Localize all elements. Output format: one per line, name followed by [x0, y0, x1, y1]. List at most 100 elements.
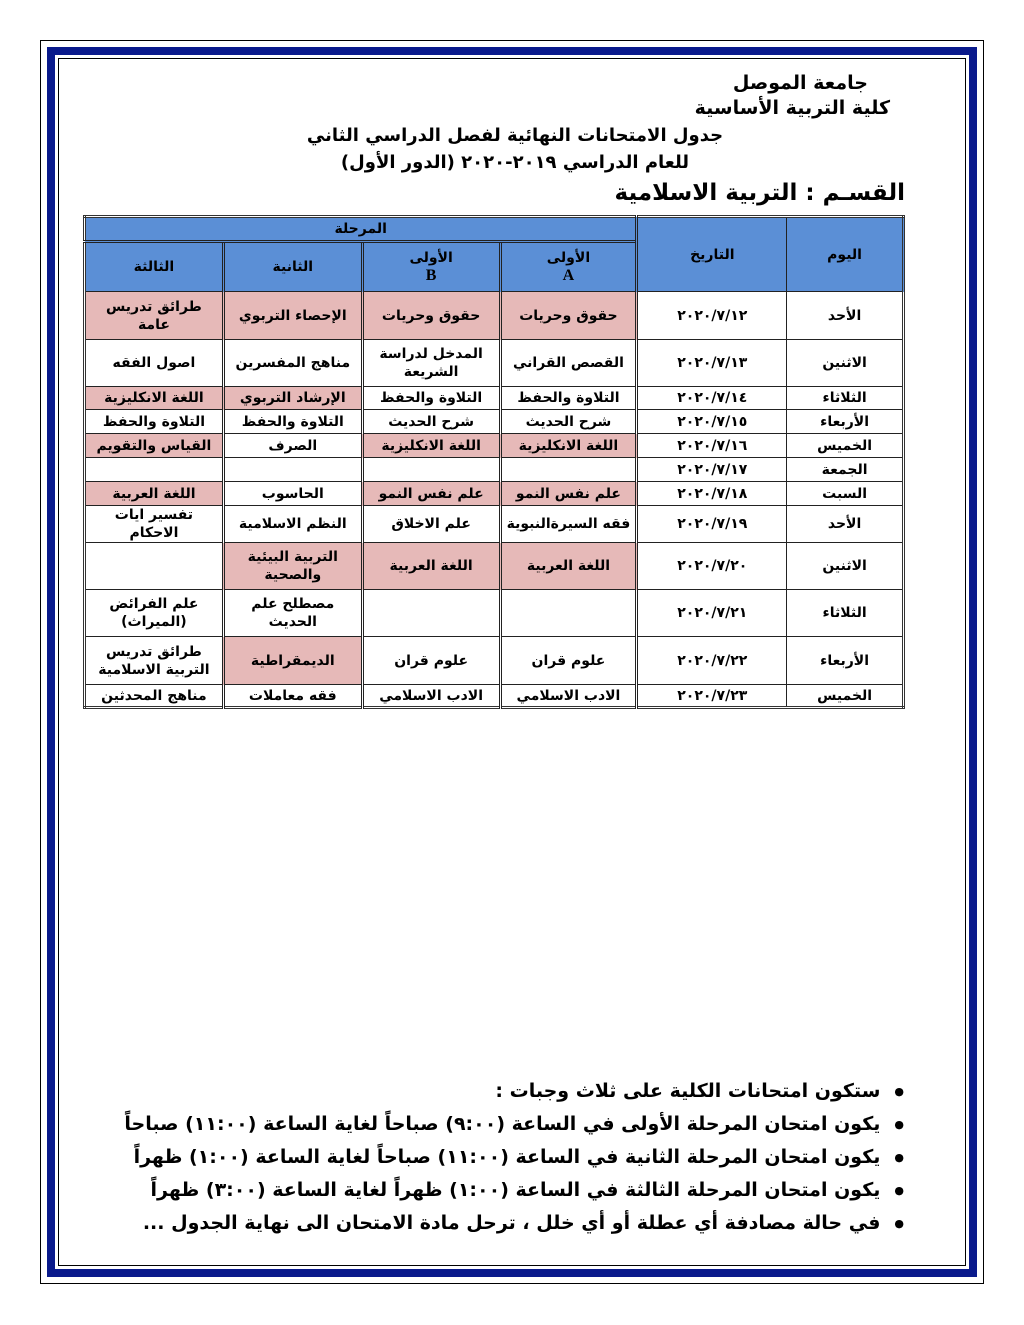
cell-subject: المدخل لدراسة الشريعة — [360, 339, 501, 387]
cell-day: الأحد — [786, 291, 904, 340]
stage-group: B — [425, 267, 437, 284]
table-row: الاثنين ٢٠٢٠/٧/٢٠ اللغة العربية اللغة العرب… — [84, 542, 904, 590]
cell-subject — [360, 589, 501, 637]
cell-date: ٢٠٢٠/٧/١٣ — [635, 339, 788, 387]
cell-subject: تفسير ايات الاحكام — [84, 505, 224, 543]
cell-date: ٢٠٢٠/٧/١٩ — [635, 505, 788, 543]
header-stage: المرحلة — [83, 216, 638, 243]
cell-subject: التلاوة والحفظ — [360, 386, 501, 410]
cell-subject: التلاوة والحفظ — [221, 409, 363, 434]
cell-subject: النظم الاسلامية — [221, 505, 363, 543]
cell-subject: اللغة الانكليزية — [498, 433, 638, 458]
table-row: الأربعاء ٢٠٢٠/٧/٢٢ علوم قران علوم قران الديم… — [84, 636, 904, 685]
cell-subject: مناهج المفسرين — [221, 339, 363, 387]
cell-subject: الإرشاد التربوي — [221, 386, 363, 410]
cell-date: ٢٠٢٠/٧/٢٢ — [635, 636, 788, 685]
cell-subject: شرح الحديث — [360, 409, 501, 434]
cell-subject — [498, 457, 638, 482]
cell-subject: علم الاخلاق — [360, 505, 501, 543]
note-item: يكون امتحان المرحلة الثالثة في الساعة (١… — [124, 1174, 904, 1207]
cell-date: ٢٠٢٠/٧/١٥ — [635, 409, 788, 434]
cell-subject — [84, 542, 224, 590]
cell-date: ٢٠٢٠/٧/١٨ — [635, 481, 788, 506]
cell-subject: مناهج المحدثين — [84, 684, 224, 708]
header-date: التاريخ — [635, 216, 788, 292]
note-item: يكون امتحان المرحلة الثانية في الساعة (١… — [124, 1141, 904, 1174]
cell-date: ٢٠٢٠/٧/١٦ — [635, 433, 788, 458]
cell-day: الأربعاء — [786, 636, 904, 685]
cell-subject: علم نفس النمو — [498, 481, 638, 506]
cell-subject: الادب الاسلامي — [360, 684, 501, 708]
cell-subject: شرح الحديث — [498, 409, 638, 434]
stage-name: الثانية — [272, 259, 314, 275]
table-row: السبت ٢٠٢٠/٧/١٨ علم نفس النمو علم نفس النمو… — [84, 481, 904, 506]
table-row: الثلاثاء ٢٠٢٠/٧/٢١ مصطلح علم الحديث علم الف… — [84, 589, 904, 637]
cell-subject: طرائق تدريس عامة — [84, 291, 224, 340]
note-item: يكون امتحان المرحلة الأولى في الساعة (٩:… — [124, 1108, 904, 1141]
cell-subject: علم الفرائض (الميراث) — [84, 589, 224, 637]
table-row: الخميس ٢٠٢٠/٧/٢٣ الادب الاسلامي الادب الاسل… — [84, 684, 904, 708]
cell-date: ٢٠٢٠/٧/٢١ — [635, 589, 788, 637]
cell-subject: الصرف — [221, 433, 363, 458]
cell-day: الاثنين — [786, 542, 904, 590]
cell-day: الجمعة — [786, 457, 904, 482]
cell-subject — [498, 589, 638, 637]
table-row: الأحد ٢٠٢٠/٧/١٩ فقه السيرةالنبوية علم الاخل… — [84, 505, 904, 543]
notes-list: ستكون امتحانات الكلية على ثلاث وجبات :يك… — [124, 1075, 904, 1240]
header-stage-2: الأولى B — [360, 241, 501, 292]
cell-date: ٢٠٢٠/٧/٢٠ — [635, 542, 788, 590]
header-day: اليوم — [786, 216, 904, 292]
cell-subject: اللغة العربية — [84, 481, 224, 506]
stage-group: A — [562, 267, 575, 284]
stage-name: الأولى — [546, 250, 591, 266]
cell-subject: القصص القراني — [498, 339, 638, 387]
cell-subject: القياس والتقويم — [84, 433, 224, 458]
cell-day: الخميس — [786, 684, 904, 708]
cell-subject: التلاوة والحفظ — [498, 386, 638, 410]
cell-subject: فقه السيرةالنبوية — [498, 505, 638, 543]
cell-subject: اللغة العربية — [498, 542, 638, 590]
cell-subject: الادب الاسلامي — [498, 684, 638, 708]
table-row: الخميس ٢٠٢٠/٧/١٦ اللغة الانكليزية اللغة الا… — [84, 433, 904, 458]
table-row: الأحد ٢٠٢٠/٧/١٢ حقوق وحريات حقوق وحريات الإح… — [84, 291, 904, 340]
cell-subject: التربية البيئية والصحية — [221, 542, 363, 590]
stage-name: الأولى — [409, 250, 453, 266]
college-name: كلية التربية الأساسية — [694, 97, 890, 119]
cell-subject: اصول الفقه — [84, 339, 224, 387]
cell-subject: الحاسوب — [221, 481, 363, 506]
cell-day: الثلاثاء — [786, 589, 904, 637]
cell-day: الأحد — [786, 505, 904, 543]
cell-subject — [360, 457, 501, 482]
department-name: القسـم : التربية الاسلامية — [614, 180, 905, 206]
cell-subject: اللغة الانكليزية — [360, 433, 501, 458]
cell-subject: الإحصاء التربوي — [221, 291, 363, 340]
cell-subject — [84, 457, 224, 482]
cell-subject: حقوق وحريات — [360, 291, 501, 340]
cell-subject: مصطلح علم الحديث — [221, 589, 363, 637]
cell-day: الثلاثاء — [786, 386, 904, 410]
cell-day: الأربعاء — [786, 409, 904, 434]
header-stage-1: الأولى A — [498, 241, 638, 292]
cell-subject: طرائق تدريس التربية الاسلامية — [84, 636, 224, 685]
cell-subject: حقوق وحريات — [498, 291, 638, 340]
cell-day: الخميس — [786, 433, 904, 458]
cell-subject: علم نفس النمو — [360, 481, 501, 506]
page-border — [47, 47, 977, 1277]
stage-name: الثالثة — [133, 259, 175, 275]
cell-subject: فقه معاملات — [221, 684, 363, 708]
cell-date: ٢٠٢٠/٧/١٧ — [635, 457, 788, 482]
table-row: الثلاثاء ٢٠٢٠/٧/١٤ التلاوة والحفظ التلاوة و… — [84, 386, 904, 410]
cell-subject — [221, 457, 363, 482]
cell-subject: الديمقراطية — [221, 636, 363, 685]
header-stage-3: الثانية — [221, 241, 363, 292]
cell-subject: اللغة الانكليزية — [84, 386, 224, 410]
cell-day: الاثنين — [786, 339, 904, 387]
cell-subject: التلاوة والحفظ — [84, 409, 224, 434]
page-border-outer — [40, 40, 984, 1284]
table-row: الاثنين ٢٠٢٠/٧/١٣ القصص القراني المدخل لدرا… — [84, 339, 904, 387]
header-stage-4: الثالثة — [84, 241, 224, 292]
cell-subject: اللغة العربية — [360, 542, 501, 590]
table-row: الأربعاء ٢٠٢٠/٧/١٥ شرح الحديث شرح الحديث الت… — [84, 409, 904, 434]
document-title: جدول الامتحانات النهائية لفصل الدراسي ال… — [306, 125, 724, 146]
cell-subject: علوم قران — [360, 636, 501, 685]
